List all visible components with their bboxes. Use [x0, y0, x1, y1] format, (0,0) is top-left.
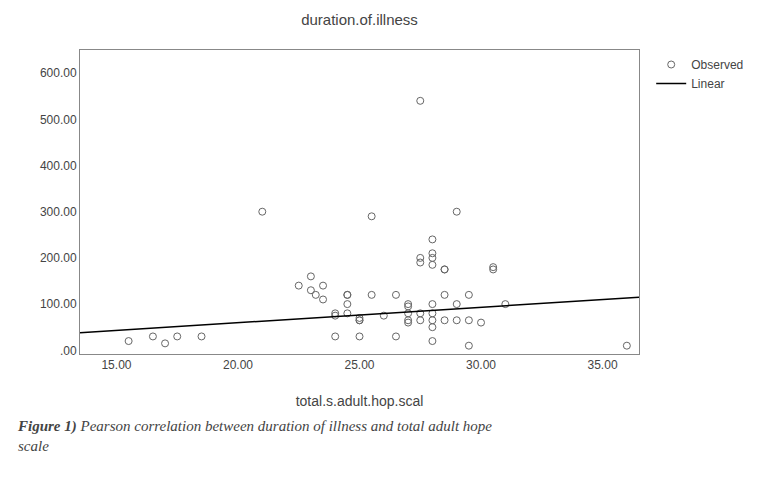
svg-text:35.00: 35.00	[588, 358, 618, 372]
svg-text:300.00: 300.00	[40, 205, 77, 219]
svg-text:Figure 1) Pearson correlation: Figure 1) Pearson correlation between du…	[17, 418, 492, 454]
svg-text:Linear: Linear	[691, 77, 724, 91]
svg-text:100.00: 100.00	[40, 297, 77, 311]
svg-text:duration.of.illness: duration.of.illness	[301, 11, 418, 28]
svg-text:25.00: 25.00	[344, 358, 374, 372]
svg-text:400.00: 400.00	[40, 159, 77, 173]
svg-text:15.00: 15.00	[101, 358, 131, 372]
svg-text:30.00: 30.00	[466, 358, 496, 372]
svg-text:500.00: 500.00	[40, 113, 77, 127]
svg-text:Observed: Observed	[691, 58, 743, 72]
svg-text:20.00: 20.00	[223, 358, 253, 372]
svg-text:total.s.adult.hop.scal: total.s.adult.hop.scal	[296, 393, 424, 409]
svg-text:200.00: 200.00	[40, 251, 77, 265]
svg-text:.00: .00	[60, 344, 77, 358]
svg-text:600.00: 600.00	[40, 66, 77, 80]
